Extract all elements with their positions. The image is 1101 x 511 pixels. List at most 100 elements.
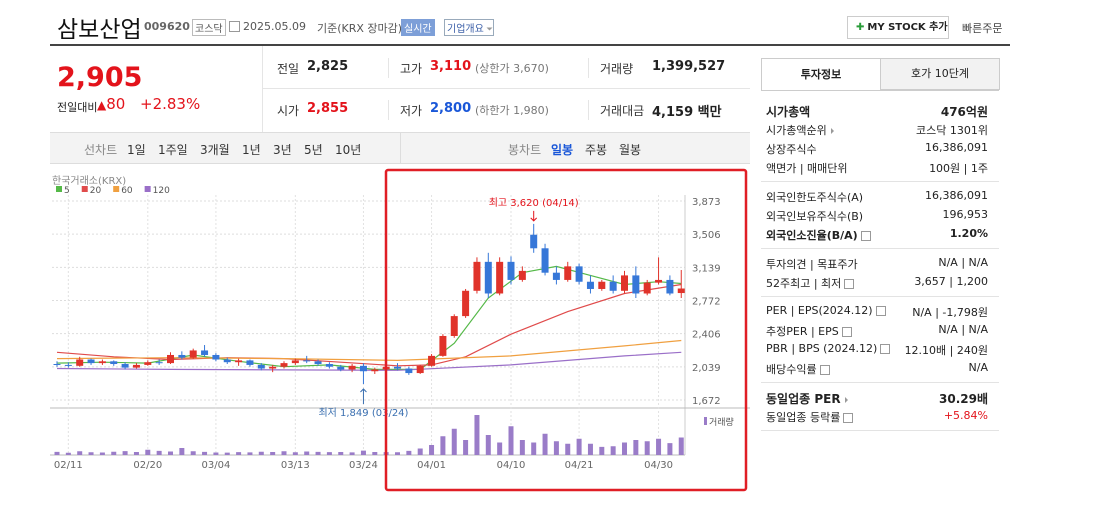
volume-bar <box>360 450 366 455</box>
candle-body <box>484 261 492 294</box>
info-label: 추정PER | EPS <box>766 325 839 338</box>
candle-body <box>269 366 277 369</box>
company-info-label: 기업개요 <box>447 24 484 35</box>
y-tick-label: 2,406 <box>692 330 721 341</box>
candle-body <box>666 279 674 294</box>
candle-period-tab[interactable]: 일봉 <box>551 143 574 157</box>
info-label: 시가총액 <box>766 105 811 119</box>
candle-body <box>167 354 174 364</box>
summary-label: 거래대금 <box>600 104 645 118</box>
period-tab[interactable]: 3개월 <box>200 143 230 157</box>
candle-body <box>121 364 129 368</box>
period-tab[interactable]: 1일 <box>127 143 146 157</box>
candle-body <box>462 290 470 317</box>
volume-bar <box>122 451 128 455</box>
divider <box>262 88 750 89</box>
volume-bar <box>451 428 457 455</box>
candle-chart-label[interactable]: 봉차트 <box>508 143 542 157</box>
info-icon <box>844 279 855 289</box>
tab-active[interactable]: 투자정보 <box>761 58 881 90</box>
y-tick-label: 3,506 <box>692 230 721 241</box>
period-tab[interactable]: 3년 <box>273 143 292 157</box>
candle-body <box>53 364 61 366</box>
calendar-icon <box>229 21 240 32</box>
legend-label: 60 <box>121 186 133 196</box>
divider <box>400 133 401 163</box>
stock-name: 삼보산업 <box>57 17 142 43</box>
volume-bar <box>417 448 423 455</box>
candle-period-tab[interactable]: 주봉 <box>585 143 608 157</box>
candle-body <box>371 369 379 372</box>
divider <box>761 90 999 91</box>
info-icon <box>841 327 852 337</box>
change-rate: +2.83% <box>140 95 201 113</box>
x-tick-label: 03/13 <box>281 460 310 471</box>
candle-body <box>394 366 401 369</box>
line-chart-label[interactable]: 선차트 <box>84 143 118 157</box>
x-tick-label: 03/04 <box>201 460 230 471</box>
candle-body <box>280 363 288 367</box>
period-tab[interactable]: 1년 <box>242 143 261 157</box>
info-value: 1.20% <box>949 227 988 240</box>
summary-value: 4,159 백만 <box>652 105 722 120</box>
volume-bar <box>531 442 537 455</box>
info-label: 외국인보유주식수(B) <box>766 210 864 223</box>
company-info-button[interactable]: 기업개요 <box>444 19 494 36</box>
divider <box>588 58 589 78</box>
info-value: 12.10배 | 240원 <box>904 344 988 357</box>
highlight-box <box>384 168 748 492</box>
period-tab[interactable]: 5년 <box>304 143 323 157</box>
x-tick-label: 04/10 <box>497 460 526 471</box>
info-row: 시가총액 476억원 <box>766 103 994 120</box>
volume-bar <box>281 451 287 455</box>
candle-body <box>246 360 254 365</box>
volume-bar <box>519 440 525 455</box>
quick-order[interactable]: 빠른주문 <box>962 22 1003 35</box>
info-row: 외국인한도주식수(A) 16,386,091 <box>766 189 994 205</box>
tab[interactable]: 호가 10단계 <box>880 58 1000 90</box>
my-stock-button[interactable]: ✚ MY STOCK 추가 <box>847 16 949 39</box>
source-label: 한국거래소(KRX) <box>52 175 126 187</box>
info-label: PER | EPS(2024.12) <box>766 304 873 317</box>
summary-label: 전일 <box>277 62 300 76</box>
candle-body <box>223 359 231 363</box>
info-value: 16,386,091 <box>925 141 988 154</box>
period-tab[interactable]: 10년 <box>335 143 362 157</box>
info-row: PBR | BPS (2024.12) 12.10배 | 240원 <box>766 342 994 357</box>
candle-body <box>98 361 106 364</box>
info-label: 동일업종 등락률 <box>766 411 841 424</box>
info-value: N/A <box>968 361 988 374</box>
realtime-button[interactable]: 실시간 <box>401 19 435 36</box>
plus-icon: ✚ <box>856 22 865 33</box>
section-divider <box>761 296 999 297</box>
y-tick-label: 2,772 <box>692 297 721 308</box>
candle-body <box>496 261 504 294</box>
candle-body <box>155 362 163 364</box>
candle-body <box>439 335 447 356</box>
candle-body <box>541 248 549 273</box>
volume-swatch <box>704 417 707 425</box>
info-row: 배당수익률 N/A <box>766 361 994 377</box>
volume-bar <box>667 443 673 455</box>
info-row: 투자의견 | 목표주가 N/A | N/A <box>766 256 994 272</box>
info-icon <box>860 231 871 241</box>
period-tab[interactable]: 1주일 <box>158 143 188 157</box>
candle-body <box>586 281 594 289</box>
candle-period-tab[interactable]: 월봉 <box>619 143 642 157</box>
section-divider <box>761 430 999 431</box>
volume-bar <box>65 452 71 455</box>
legend-label: 20 <box>90 186 102 196</box>
x-tick-label: 02/11 <box>54 460 83 471</box>
volume-bar <box>168 451 173 455</box>
volume-bar <box>54 451 60 455</box>
volume-bar <box>156 450 162 455</box>
info-label: 배당수익률 <box>766 363 817 376</box>
info-label: 동일업종 PER <box>766 392 841 406</box>
info-icon <box>819 365 830 375</box>
summary-note: (하한가 1,980) <box>475 104 549 117</box>
info-icon <box>844 396 848 403</box>
volume-bar <box>497 442 503 455</box>
volume-bar <box>633 440 639 455</box>
summary-label: 저가 <box>400 104 423 118</box>
